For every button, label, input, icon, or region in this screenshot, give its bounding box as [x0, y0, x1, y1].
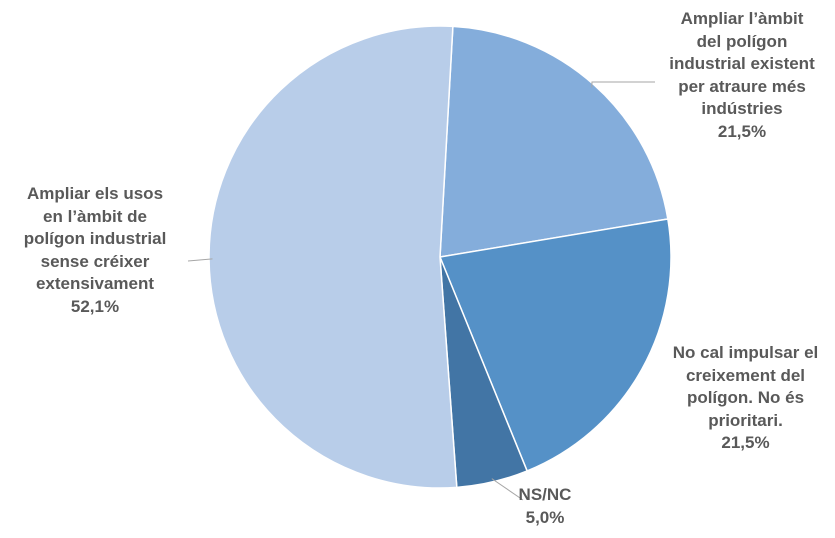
label-line: polígon. No és [686, 388, 805, 408]
slice-label-expand-industrial-area: Ampliar l’àmbit del polígon industrial e… [652, 8, 832, 144]
value-label: 52,1% [70, 296, 120, 316]
label-line: Ampliar els usos [26, 184, 164, 203]
value-label: 21,5% [717, 121, 767, 141]
label-line: en l’àmbit de [43, 206, 147, 226]
label-line: del polígon [696, 31, 788, 51]
slice-expand-industrial-area [439, 25, 669, 258]
label-line: sense créixer [40, 251, 150, 271]
value-label: 5,0% [525, 507, 565, 527]
leader-lines-layer [187, 81, 655, 501]
label-line: NS/NC [518, 485, 572, 504]
label-line: polígon industrial [23, 229, 167, 249]
leader-line [591, 81, 655, 88]
slice-label-ns-nc: NS/NC 5,0% [495, 484, 595, 529]
label-line: per atraure més [678, 76, 806, 96]
leader-line [491, 478, 524, 501]
label-line: Ampliar l’àmbit [680, 9, 804, 28]
label-line: No cal impulsar el [672, 343, 819, 362]
slices-layer [208, 25, 672, 489]
label-line: prioritari. [708, 410, 783, 430]
slice-expand-uses [208, 25, 458, 489]
slice-label-no-need-to-promote: No cal impulsar el creixement del polígo… [658, 342, 833, 455]
slice-label-expand-uses: Ampliar els usos en l’àmbit de polígon i… [0, 183, 190, 319]
value-label: 21,5% [721, 433, 770, 453]
label-line: creixement del [685, 365, 806, 385]
label-line: industrial existent [669, 54, 815, 74]
label-line: indústries [701, 99, 783, 119]
leader-line [187, 258, 213, 262]
label-line: extensivament [35, 274, 155, 294]
slice-no-need-to-promote [439, 218, 672, 472]
